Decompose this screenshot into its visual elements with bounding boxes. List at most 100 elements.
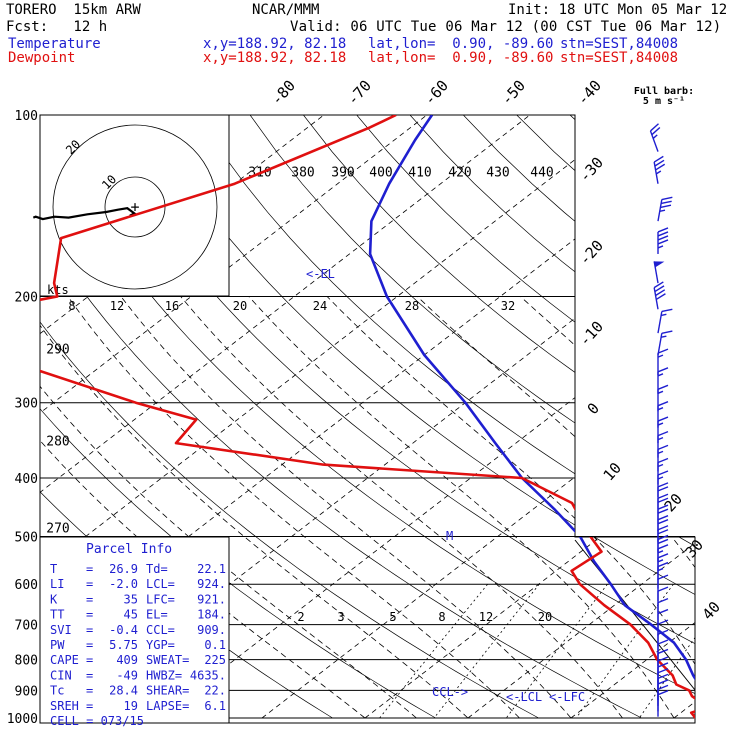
pressure-label: 700 [15, 619, 38, 634]
parcel-key: SWEAT= [146, 653, 189, 667]
temperature-tick-label: -80 [268, 77, 300, 109]
mixing-ratio-label: 2 [297, 610, 304, 624]
isotherm-line [673, 115, 695, 719]
mixing-ratio-label: 28 [405, 299, 419, 313]
parcel-eq: = [86, 638, 93, 652]
dry-adiabat-line [356, 115, 695, 719]
wind-barb [657, 367, 669, 394]
mixing-ratio-label: 32 [501, 299, 515, 313]
profile-annotation: <-LCL [506, 690, 542, 704]
theta-label: 380 [291, 165, 314, 180]
mixing-ratio-label: 20 [538, 610, 552, 624]
dry-adiabat-line [676, 115, 695, 719]
moist-adiabat-line [180, 296, 623, 719]
parcel-value: 22. [204, 684, 226, 698]
parcel-value: 28.4 [109, 684, 138, 698]
theta-label: 440 [530, 165, 553, 180]
dry-adiabat-line [40, 115, 695, 719]
parcel-eq: = [86, 699, 93, 713]
dry-adiabat-line [516, 115, 695, 719]
model-label: TORERO 15km ARW [6, 2, 141, 18]
parcel-box [39, 536, 230, 724]
parcel-value: 225 [204, 653, 226, 667]
isotherm-line [364, 115, 695, 719]
parcel-value: 19 [124, 699, 138, 713]
mixing-ratio-label: 16 [165, 299, 179, 313]
hodograph-units: kts [47, 283, 69, 297]
isotherm-line [40, 115, 634, 719]
theta-label: 400 [369, 165, 392, 180]
parcel-key: LCL= [146, 577, 175, 591]
parcel-eq: = [86, 623, 93, 637]
frame-diagonal [574, 539, 696, 691]
temperature-tick-label: -60 [421, 77, 453, 109]
fcst-label: Fcst: 12 h [6, 19, 108, 35]
temperature-tick-label: 20 [661, 490, 686, 515]
pressure-label: 200 [15, 291, 38, 306]
wind-barb [653, 261, 665, 284]
pressure-label: 300 [15, 397, 38, 412]
dry-adiabat-line [89, 115, 695, 719]
moist-adiabat-line [248, 296, 675, 719]
barb-legend-value: 5 m s⁻¹ [643, 96, 685, 107]
parcel-key: CCL= [146, 623, 175, 637]
pressure-label: 800 [15, 654, 38, 669]
dry-adiabat-line [303, 115, 695, 719]
theta-label: 270 [46, 522, 69, 537]
mixing-ratio-label: 3 [337, 610, 344, 624]
mixing-ratio-line [723, 584, 740, 718]
profile-annotation: <-EL [306, 267, 335, 281]
parcel-value: 45 [124, 608, 138, 622]
parcel-cell: CELL = 073/15 [50, 714, 144, 728]
parcel-value: 924. [197, 577, 226, 591]
parcel-eq: = [86, 577, 93, 591]
parcel-eq: = [86, 608, 93, 622]
xy-temp: x,y=188.92, 82.18 [203, 36, 347, 52]
parcel-value: -0.4 [109, 623, 138, 637]
mixing-ratio-label: 8 [68, 299, 75, 313]
parcel-key: HWBZ= [146, 668, 182, 682]
temperature-tick-label: 40 [699, 598, 724, 623]
wind-barb [653, 155, 666, 184]
hodograph-ring [104, 176, 166, 238]
parcel-key: CIN [50, 668, 72, 682]
parcel-key: LAPSE= [146, 699, 189, 713]
wind-barb [657, 690, 669, 717]
parcel-value: 184. [197, 608, 226, 622]
dewpoint-legend: Dewpoint [8, 50, 76, 66]
wind-barb [657, 330, 673, 356]
profile-annotation: M [446, 529, 453, 543]
parcel-key: YGP= [146, 638, 175, 652]
parcel-value: -2.0 [109, 577, 138, 591]
parcel-key: PW [50, 638, 65, 652]
moist-adiabat-line [417, 296, 695, 719]
isotherm-line [261, 115, 695, 719]
latlon-dew: lat,lon= 0.90, -89.60 [368, 50, 554, 66]
temperature-profile [368, 115, 695, 719]
temperature-tick-label: -30 [576, 154, 608, 186]
xy-dew: x,y=188.92, 82.18 [203, 50, 347, 66]
temperature-tick-label: -40 [574, 77, 606, 109]
profile-annotation: <-LFC [549, 690, 585, 704]
moist-adiabat-line [40, 296, 417, 719]
mixing-ratio-line [379, 583, 488, 719]
parcel-key: TT [50, 608, 64, 622]
hodograph-trace [32, 207, 137, 221]
parcel-eq: = [86, 668, 93, 682]
parcel-value: 6.1 [204, 699, 226, 713]
latlon-temp: lat,lon= 0.90, -89.60 [368, 36, 554, 52]
parcel-key: Tc [50, 684, 64, 698]
mixing-ratio-label: 20 [233, 299, 247, 313]
profile-annotation: CCL-> [432, 685, 468, 699]
parcel-key: SREH [50, 699, 79, 713]
mixing-ratio-label: 12 [110, 299, 124, 313]
pressure-label: 100 [15, 109, 38, 124]
mixing-ratio-line [639, 583, 695, 719]
pressure-label: 600 [15, 578, 38, 593]
parcel-key: CAPE [50, 653, 79, 667]
parcel-key: K [50, 592, 58, 606]
mixing-ratio-label: 5 [389, 610, 396, 624]
parcel-eq: = [86, 653, 93, 667]
valid-label: Valid: 06 UTC Tue 06 Mar 12 (00 CST Tue … [290, 19, 722, 35]
